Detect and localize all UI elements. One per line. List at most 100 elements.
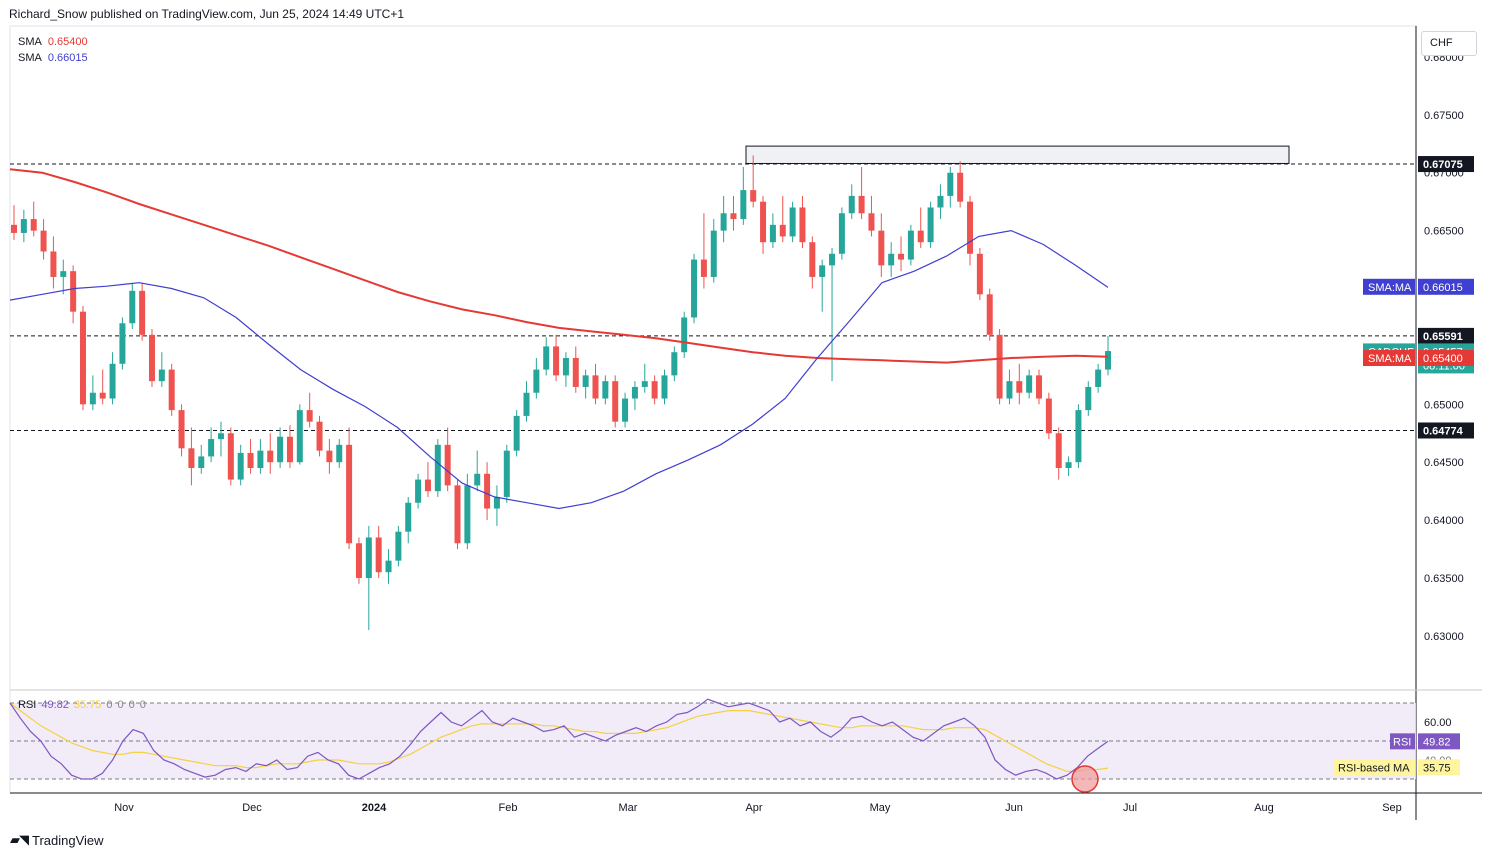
candle-body bbox=[533, 369, 540, 393]
candle-body bbox=[582, 375, 589, 387]
time-tick-label: Jun bbox=[1005, 802, 1023, 814]
rsi-tag-name-bg bbox=[1390, 733, 1415, 750]
price-tag-name: SMA:MA bbox=[1368, 353, 1412, 365]
candle-body bbox=[681, 317, 688, 353]
legend-sma-red: SMA 0.65400 bbox=[18, 36, 88, 48]
candle-body bbox=[1075, 410, 1082, 463]
candle-body bbox=[602, 381, 609, 399]
candle-body bbox=[740, 190, 747, 220]
rsi-tick-label: 60.00 bbox=[1424, 717, 1452, 729]
rsi-ma-tag-value: 35.75 bbox=[1423, 762, 1451, 774]
tradingview-logo[interactable]: ▰◥ TradingView bbox=[10, 832, 104, 848]
candle-body bbox=[20, 219, 27, 233]
candle-body bbox=[898, 253, 905, 260]
candle-body bbox=[622, 398, 629, 422]
candle-body bbox=[424, 479, 431, 492]
price-level-label-bg bbox=[1418, 156, 1474, 173]
candle-body bbox=[829, 253, 836, 266]
price-tick-label: 0.63500 bbox=[1424, 573, 1464, 585]
candle-body bbox=[661, 375, 668, 399]
rsi-ma-tag-name-bg bbox=[1334, 759, 1415, 776]
candle-body bbox=[1016, 381, 1023, 393]
candle-body bbox=[168, 369, 175, 411]
price-tag-value: 0.66015 bbox=[1423, 282, 1463, 294]
candle-body bbox=[967, 201, 974, 254]
candle-body bbox=[838, 213, 845, 254]
candle-body bbox=[907, 230, 914, 260]
candle-body bbox=[158, 369, 165, 382]
candle-body bbox=[208, 439, 215, 457]
candle-body bbox=[671, 352, 678, 376]
candle-body bbox=[562, 358, 569, 376]
rsi-legend: RSI 49.82 35.75 0 0 0 0 bbox=[18, 699, 151, 711]
rsi-tag-value: 49.82 bbox=[1423, 736, 1451, 748]
candle-body bbox=[129, 290, 136, 324]
candle-body bbox=[996, 334, 1003, 399]
candle-body bbox=[405, 502, 412, 532]
time-tick-label: Sep bbox=[1382, 802, 1402, 814]
candle-body bbox=[464, 485, 471, 544]
candle-body bbox=[612, 381, 619, 422]
candle-body bbox=[50, 251, 57, 277]
legend-sma-red-value: 0.65400 bbox=[47, 36, 88, 48]
candle-body bbox=[99, 392, 106, 399]
candle-body bbox=[769, 224, 776, 243]
candle-body bbox=[11, 224, 17, 233]
rsi-legend-extra-0: 0 bbox=[106, 699, 113, 711]
candle-body bbox=[316, 421, 323, 451]
price-level-label: 0.64774 bbox=[1423, 425, 1464, 437]
tradingview-brand-text: TradingView bbox=[32, 832, 104, 848]
price-tag-value-bg bbox=[1418, 350, 1474, 366]
price-level-label: 0.65591 bbox=[1423, 331, 1463, 343]
candle-body bbox=[346, 444, 353, 544]
candle-body bbox=[60, 271, 67, 277]
candle-body bbox=[1105, 351, 1111, 370]
legend-sma-blue: SMA 0.66015 bbox=[18, 52, 88, 64]
candle-body bbox=[434, 444, 441, 492]
time-tick-label: Apr bbox=[745, 802, 762, 814]
candle-body bbox=[89, 392, 96, 405]
candle-body bbox=[30, 219, 37, 231]
candle-body bbox=[927, 207, 934, 243]
candle-body bbox=[217, 433, 224, 440]
candle-body bbox=[543, 346, 550, 370]
candle-body bbox=[700, 259, 707, 277]
price-level-label-bg bbox=[1418, 422, 1474, 439]
time-tick-label: Mar bbox=[619, 802, 638, 814]
time-tick-label: May bbox=[870, 802, 891, 814]
oversold-highlight-circle bbox=[1071, 765, 1099, 793]
candle-body bbox=[651, 381, 658, 399]
candle-body bbox=[296, 410, 303, 463]
currency-button[interactable]: CHF bbox=[1421, 31, 1477, 56]
time-tick-label: Nov bbox=[114, 802, 134, 814]
candle-body bbox=[937, 195, 944, 208]
candle-body bbox=[40, 230, 47, 252]
candle-body bbox=[730, 213, 737, 220]
candle-body bbox=[493, 496, 500, 509]
time-tick-label: 2024 bbox=[362, 802, 387, 814]
candle-body bbox=[286, 436, 293, 463]
candle-body bbox=[760, 201, 767, 243]
candle-body bbox=[109, 363, 116, 399]
candle-body bbox=[484, 473, 491, 509]
candle-body bbox=[750, 190, 757, 202]
candle-body bbox=[1036, 375, 1043, 399]
candle-body bbox=[513, 415, 520, 451]
legend-sma-blue-label: SMA bbox=[18, 52, 42, 64]
rsi-legend-extra-3: 0 bbox=[139, 699, 146, 711]
rsi-legend-value: 49.82 bbox=[41, 699, 69, 711]
rsi-ma-line bbox=[9, 702, 1109, 772]
price-tick-label: 0.65000 bbox=[1424, 399, 1464, 411]
candle-body bbox=[789, 207, 796, 237]
candle-body bbox=[917, 230, 924, 243]
candle-body bbox=[1065, 462, 1072, 468]
candle-body bbox=[237, 452, 244, 480]
tradingview-mark-icon: ▰◥ bbox=[10, 832, 29, 847]
legend-sma-blue-value: 0.66015 bbox=[47, 52, 88, 64]
candle-body bbox=[868, 213, 875, 231]
candle-body bbox=[375, 537, 382, 573]
candle-body bbox=[947, 172, 954, 196]
rsi-legend-label: RSI bbox=[18, 699, 37, 711]
candle-body bbox=[691, 259, 698, 318]
